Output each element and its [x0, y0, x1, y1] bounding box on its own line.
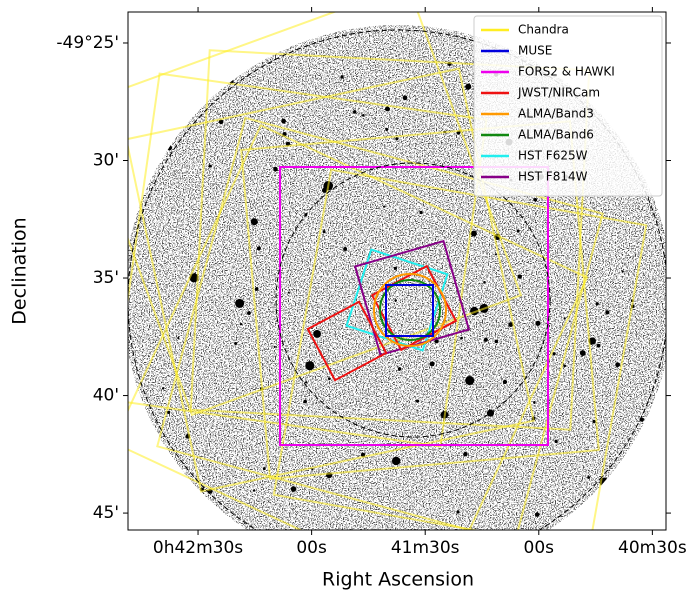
source [303, 400, 307, 404]
source [255, 287, 259, 291]
source [291, 486, 297, 492]
source [517, 229, 520, 232]
legend: Chandra MUSE FORS2 & HAWKI JWST/NIRCam ALMA/… [474, 16, 662, 196]
source [253, 490, 255, 492]
source [385, 128, 388, 131]
y-tick-label: 30' [93, 151, 119, 171]
y-tick-label: 40' [93, 386, 119, 406]
source [403, 95, 408, 100]
source [362, 114, 365, 117]
source [615, 362, 620, 367]
source [580, 350, 586, 356]
source [563, 365, 566, 368]
source [305, 361, 314, 370]
source [419, 211, 422, 214]
legend-label: FORS2 & HAWKI [518, 65, 615, 79]
source [343, 247, 347, 251]
source [177, 337, 179, 339]
source [564, 317, 566, 319]
legend-label: ALMA/Band6 [518, 128, 594, 142]
source [533, 401, 536, 404]
source [313, 330, 321, 338]
source [483, 281, 485, 283]
source [518, 274, 522, 278]
source [353, 110, 357, 114]
legend-label: HST F814W [518, 170, 588, 184]
source [305, 381, 307, 383]
legend-label: JWST/NIRCam [517, 86, 600, 100]
x-tick-label: 40m30s [618, 538, 687, 558]
x-tick-label: 00s [296, 538, 327, 558]
source [595, 302, 598, 305]
source [235, 299, 244, 308]
y-tick-label: -49°25' [56, 33, 119, 53]
source [281, 119, 286, 124]
source [554, 440, 557, 443]
source [597, 344, 601, 348]
source [383, 206, 385, 208]
source [394, 300, 396, 302]
chart: 0h42m30s 00s 41m30s 00s 40m30s -49°25' 30' 35' 4… [0, 0, 689, 593]
source [392, 457, 400, 465]
source [535, 512, 539, 516]
source [534, 198, 538, 202]
x-tick-label: 00s [524, 538, 555, 558]
source [622, 270, 624, 272]
source [385, 107, 390, 112]
legend-label: Chandra [518, 23, 569, 37]
source [587, 476, 590, 479]
source [430, 361, 435, 366]
x-tick-label: 0h42m30s [153, 538, 243, 558]
source [257, 246, 261, 250]
legend-label: ALMA/Band3 [518, 107, 594, 121]
source [484, 338, 488, 342]
source [465, 84, 471, 90]
source [240, 323, 242, 325]
y-axis-label: Declination [9, 217, 31, 324]
source [495, 253, 497, 255]
source [463, 452, 467, 456]
source [234, 342, 237, 345]
x-axis-label: Right Ascension [322, 569, 474, 591]
source [535, 321, 540, 326]
source [456, 510, 459, 513]
source [162, 387, 165, 390]
source [328, 377, 331, 380]
source [273, 167, 278, 172]
source [274, 346, 276, 348]
source [394, 267, 397, 270]
source [247, 311, 251, 315]
x-tick-label: 41m30s [391, 538, 460, 558]
source [263, 467, 266, 470]
y-tick-label: 35' [93, 268, 119, 288]
source [288, 292, 290, 294]
legend-label: HST F625W [518, 149, 588, 163]
source [395, 137, 398, 140]
source [503, 380, 507, 384]
source [209, 165, 212, 168]
source [251, 218, 258, 225]
source [460, 337, 463, 340]
y-tick-label: 45' [93, 503, 119, 523]
source [341, 76, 344, 79]
source [416, 399, 419, 402]
source [471, 230, 477, 236]
source [323, 230, 326, 233]
source [494, 340, 498, 344]
source [605, 310, 609, 314]
source [398, 367, 402, 371]
source [465, 376, 474, 385]
legend-label: MUSE [518, 44, 552, 58]
